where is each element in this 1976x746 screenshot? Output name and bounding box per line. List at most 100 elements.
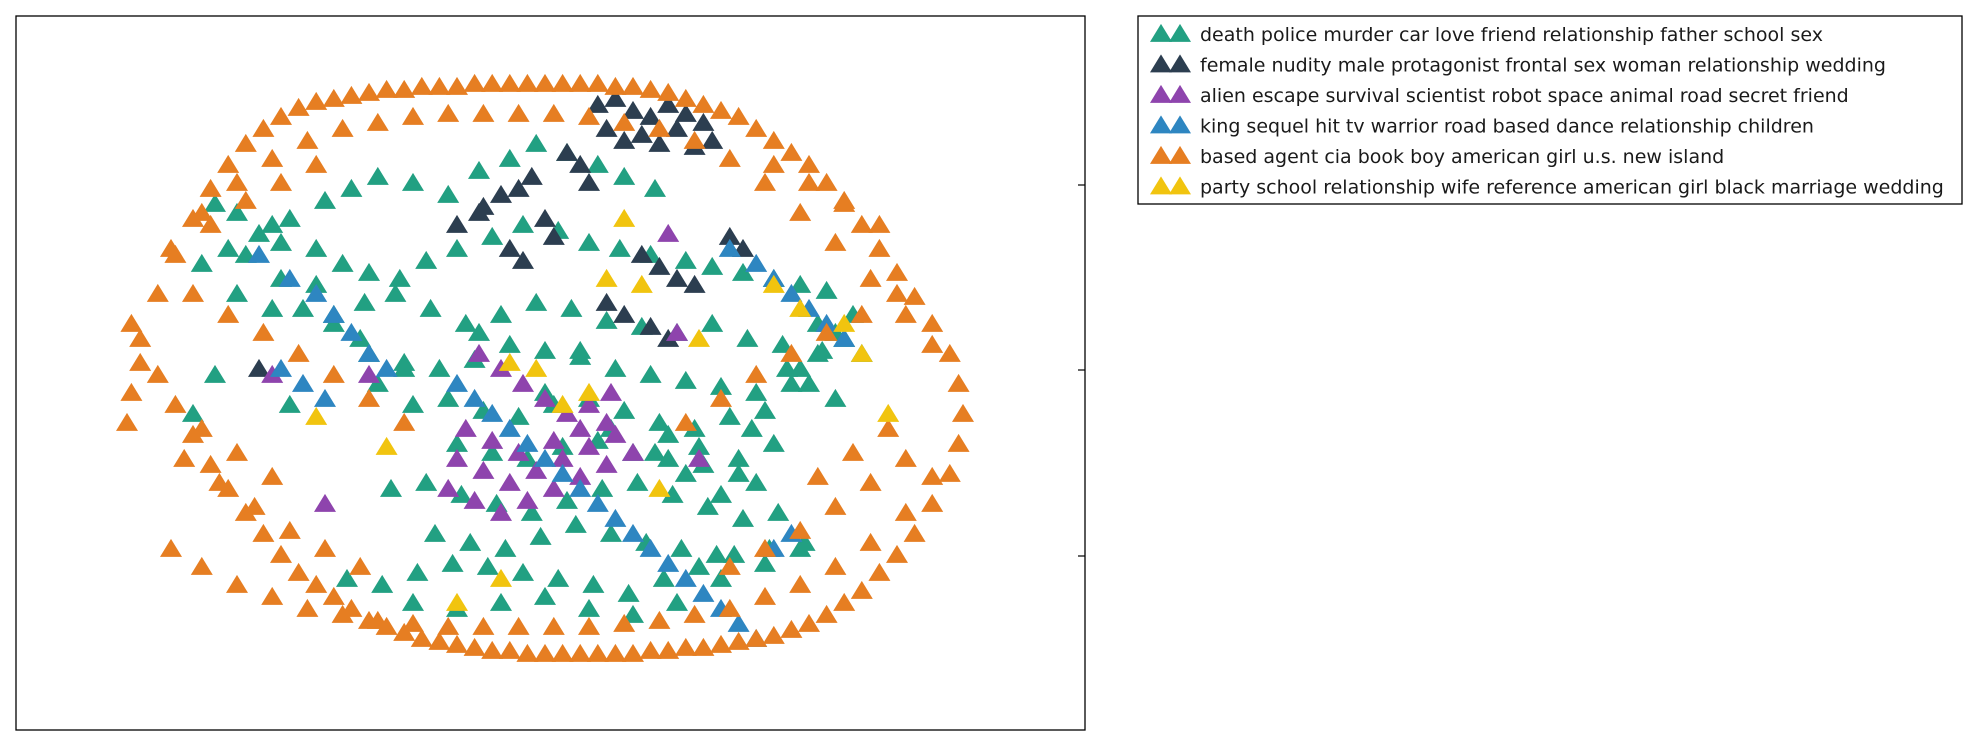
legend-marker-1-1 xyxy=(1169,54,1191,73)
series-0-point xyxy=(340,178,363,197)
series-4-point xyxy=(754,172,776,191)
series-1-point xyxy=(512,250,534,269)
series-4-point xyxy=(146,283,169,302)
series-0-point xyxy=(674,370,697,389)
legend-marker-0-1 xyxy=(1169,23,1191,42)
series-4-point xyxy=(780,142,803,161)
series-5-point xyxy=(551,394,574,413)
series-0-point xyxy=(512,562,534,581)
series-0-point xyxy=(446,433,468,452)
series-4-point xyxy=(349,556,372,575)
series-0-point xyxy=(644,442,666,461)
legend-marker-1-0 xyxy=(1150,54,1172,73)
series-4-point xyxy=(160,538,182,557)
series-4-point xyxy=(322,88,345,107)
series-0-point xyxy=(450,484,473,503)
series-0-point xyxy=(556,490,578,509)
series-4-point xyxy=(551,643,574,662)
series-4-point xyxy=(463,637,486,656)
series-4-point xyxy=(402,106,424,125)
series-4-point xyxy=(921,466,944,485)
series-2-point xyxy=(314,493,336,512)
series-4-point xyxy=(287,562,310,581)
series-4 xyxy=(116,73,974,662)
series-0-point xyxy=(278,208,301,227)
series-4-point xyxy=(657,82,680,101)
series-0-point xyxy=(696,496,719,515)
series-0-point xyxy=(476,556,499,575)
legend-frame xyxy=(1137,15,1963,205)
series-0-point xyxy=(468,160,490,179)
series-0-point xyxy=(617,583,640,602)
series-1-point xyxy=(648,133,671,152)
series-1-point xyxy=(648,256,671,275)
series-5-point xyxy=(789,298,812,317)
legend-label-5: party school relationship wife reference… xyxy=(1200,177,1944,199)
legend-marker-2-0 xyxy=(1150,84,1172,103)
series-4-point xyxy=(437,103,460,122)
series-4-point xyxy=(446,76,468,95)
series-4-point xyxy=(648,610,671,629)
series-4-point xyxy=(534,643,556,662)
series-0-point xyxy=(380,478,402,497)
y-axis-ticks xyxy=(1078,184,1085,557)
series-0-point xyxy=(547,568,570,587)
legend-marker-3-0 xyxy=(1150,115,1172,134)
series-3-point xyxy=(569,478,592,497)
series-4-point xyxy=(842,442,864,461)
series-2-point xyxy=(569,466,592,485)
series-5-point xyxy=(850,343,873,362)
series-1-point xyxy=(630,124,653,143)
series-0-point xyxy=(441,553,464,572)
series-1-point xyxy=(683,274,706,293)
series-1-point xyxy=(556,142,578,161)
series-0-point xyxy=(481,226,504,245)
series-0-point xyxy=(204,193,226,212)
series-4-point xyxy=(270,172,292,191)
series-4-point xyxy=(674,88,697,107)
series-0-point xyxy=(525,133,548,152)
series-4-point xyxy=(410,628,433,647)
series-0-point xyxy=(789,538,812,557)
series-0-point xyxy=(406,562,429,581)
series-0-point xyxy=(560,298,583,317)
series-4-point xyxy=(340,85,363,104)
series-4-point xyxy=(868,214,891,233)
series-0-point xyxy=(767,502,790,521)
series-0-point xyxy=(371,574,394,593)
legend-label-3: king sequel hit tv warrior road based da… xyxy=(1200,116,1814,138)
series-3-point xyxy=(718,238,741,257)
series-4-point xyxy=(894,448,917,467)
series-0-point xyxy=(520,502,543,521)
series-0-point xyxy=(705,544,728,563)
series-4-point xyxy=(226,574,248,593)
series-4-point xyxy=(270,544,292,563)
series-1-point xyxy=(542,226,565,245)
series-4-point xyxy=(410,76,433,95)
series-0-point xyxy=(657,424,680,443)
series-3-point xyxy=(292,373,314,392)
series-5-point xyxy=(525,358,548,377)
series-4-point xyxy=(428,76,451,95)
series-4-point xyxy=(754,586,776,605)
series-4-point xyxy=(578,106,600,125)
series-3-point xyxy=(278,268,301,287)
series-5-point xyxy=(498,352,521,371)
series-4-point xyxy=(190,202,213,221)
series-4-point xyxy=(894,502,917,521)
series-4-point xyxy=(886,262,908,281)
series-4-point xyxy=(428,631,451,650)
series-0-point xyxy=(366,166,389,185)
series-4-point xyxy=(727,106,750,125)
series-4-point xyxy=(710,634,732,653)
legend-marker-4-0 xyxy=(1150,145,1172,164)
series-4-point xyxy=(798,154,820,173)
series-4-point xyxy=(745,118,768,137)
series-4-point xyxy=(296,598,319,617)
series-4-point xyxy=(190,556,213,575)
series-0-point xyxy=(613,400,636,419)
series-4-point xyxy=(622,76,644,95)
series-0-point xyxy=(674,463,697,482)
series-0-point xyxy=(586,154,609,173)
